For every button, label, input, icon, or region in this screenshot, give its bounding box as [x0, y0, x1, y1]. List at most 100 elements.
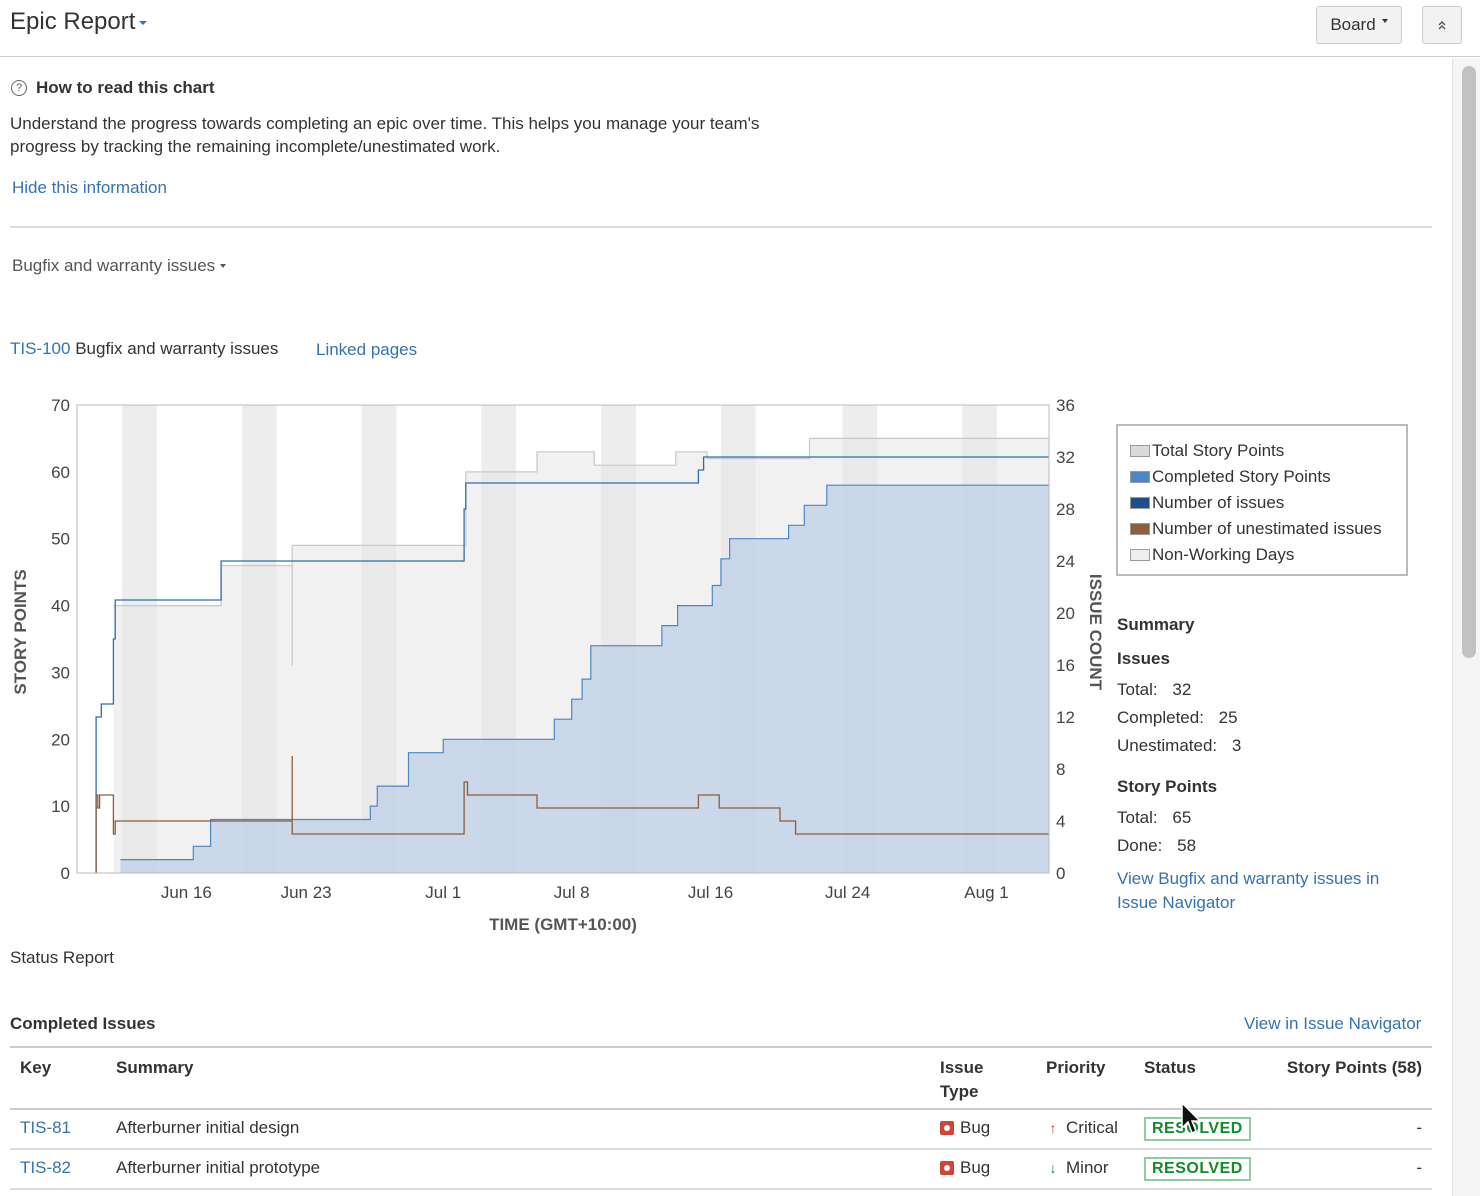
legend-label: Completed Story Points	[1152, 467, 1331, 486]
column-header-summary[interactable]: Summary	[116, 1058, 194, 1077]
points-total-label: Total:	[1117, 808, 1158, 827]
collapse-header-button[interactable]	[1422, 6, 1462, 44]
epic-heading: TIS-100 Bugfix and warranty issues	[10, 339, 278, 359]
completed-story-points-line	[120, 484, 1049, 861]
column-header-story-points[interactable]: Story Points (58)	[1286, 1058, 1422, 1077]
epic-key-link[interactable]: TIS-100	[10, 339, 71, 358]
legend-item[interactable]: Completed Story Points	[1130, 464, 1406, 490]
x-tick-label: Jul 24	[825, 883, 870, 902]
lines-layer	[95, 437, 1049, 873]
points-total-row: Total: 65	[1117, 808, 1191, 828]
issues-total-label: Total:	[1117, 680, 1158, 699]
issue-summary: Afterburner initial prototype	[116, 1158, 321, 1177]
x-tick-label: Aug 1	[964, 883, 1008, 902]
y2-tick-label: 32	[1056, 448, 1075, 467]
legend-label: Number of issues	[1152, 493, 1285, 512]
help-description: Understand the progress towards completi…	[10, 114, 760, 156]
y2-tick-label: 36	[1056, 396, 1075, 415]
y-tick-label: 60	[51, 463, 70, 482]
y2-tick-label: 16	[1056, 656, 1075, 675]
chevron-down-icon	[1381, 19, 1388, 23]
status-report-heading: Status Report	[10, 948, 114, 967]
bug-icon	[940, 1161, 954, 1175]
vertical-scrollbar[interactable]	[1452, 58, 1480, 1196]
y2-tick-label: 20	[1056, 604, 1075, 623]
y-tick-label: 30	[51, 663, 70, 682]
legend-item[interactable]: Number of issues	[1130, 490, 1406, 516]
issue-status: RESOLVED	[1144, 1157, 1251, 1181]
issue-summary: Afterburner initial design	[116, 1118, 300, 1137]
table-row: TIS-81 Afterburner initial design Bug ↑ Crit…	[10, 1110, 1432, 1150]
y2-tick-label: 0	[1056, 864, 1065, 883]
legend-item[interactable]: Number of unestimated issues	[1130, 516, 1406, 542]
column-header-priority[interactable]: Priority	[1046, 1058, 1106, 1077]
table-row: TIS-82 Afterburner initial prototype Bug ↓ M…	[10, 1150, 1432, 1190]
y2-axis-title: ISSUE COUNT	[1086, 574, 1105, 691]
scrollbar-thumb[interactable]	[1462, 66, 1476, 658]
chart-legend: Total Story Points Completed Story Points…	[1116, 424, 1408, 576]
linked-pages-link[interactable]: Linked pages	[316, 340, 418, 359]
issues-total-value: 32	[1172, 680, 1192, 699]
y-tick-label: 20	[51, 730, 70, 749]
number-of-unestimated-issues-line	[95, 756, 1049, 873]
legend-swatch	[1130, 497, 1150, 509]
story-points-heading: Story Points	[1117, 777, 1218, 796]
y2-tick-label: 24	[1056, 552, 1075, 571]
points-done-row: Done: 58	[1117, 836, 1196, 856]
priority-label: Critical	[1066, 1118, 1118, 1137]
hide-information-link[interactable]: Hide this information	[12, 178, 167, 197]
view-completed-in-navigator-link[interactable]: View in Issue Navigator	[1244, 1014, 1422, 1033]
page-title-text: Epic Report	[10, 8, 136, 35]
column-header-status[interactable]: Status	[1144, 1058, 1196, 1077]
legend-swatch	[1130, 549, 1150, 561]
legend-swatch	[1130, 445, 1150, 457]
board-dropdown-button[interactable]: Board	[1316, 6, 1402, 44]
double-chevron-up-icon	[1438, 21, 1446, 30]
y-tick-label: 50	[51, 530, 70, 549]
issue-type-label: Bug	[960, 1158, 991, 1177]
y2-tick-label: 12	[1056, 708, 1075, 727]
issue-story-points: -	[1416, 1158, 1422, 1177]
epic-report-chart: 0 10 20 30 40 50 60 70 0 4 8 12 16 20 24 28 32 36 Jun 16…	[11, 396, 1105, 934]
epic-select-dropdown[interactable]: Bugfix and warranty issues	[12, 256, 226, 276]
legend-item[interactable]: Non-Working Days	[1130, 542, 1406, 568]
y-tick-label: 70	[51, 396, 70, 415]
issues-completed-row: Completed: 25	[1117, 708, 1238, 728]
x-tick-label: Jul 8	[554, 883, 590, 902]
issue-type: Bug	[940, 1118, 990, 1138]
right-axis-ticks: 0 4 8 12 16 20 24 28 32 36	[1056, 396, 1075, 883]
column-header-issue-type[interactable]: Issue Type	[940, 1058, 984, 1101]
column-header-key[interactable]: Key	[20, 1058, 52, 1077]
epic-name: Bugfix and warranty issues	[75, 339, 279, 358]
view-in-issue-navigator-link[interactable]: View Bugfix and warranty issues in Issue…	[1117, 869, 1380, 912]
summary-title: Summary	[1117, 615, 1195, 634]
points-done-value: 58	[1177, 836, 1197, 855]
issue-priority: ↑ Critical	[1046, 1118, 1118, 1138]
bug-icon	[940, 1121, 954, 1135]
page-title[interactable]: Epic Report	[10, 8, 148, 36]
issue-priority: ↓ Minor	[1046, 1158, 1109, 1178]
left-axis-ticks: 0 10 20 30 40 50 60 70	[51, 396, 70, 883]
x-tick-label: Jul 16	[688, 883, 733, 902]
legend-swatch	[1130, 471, 1150, 483]
x-axis-ticks: Jun 16 Jun 23 Jul 1 Jul 8 Jul 16 Jul 24 Aug 1	[161, 883, 1009, 902]
legend-swatch	[1130, 523, 1150, 535]
arrow-up-icon: ↑	[1049, 1120, 1057, 1136]
issue-type-label: Bug	[960, 1118, 991, 1137]
y2-tick-label: 4	[1056, 812, 1065, 831]
issues-unestimated-label: Unestimated:	[1117, 736, 1218, 755]
y2-tick-label: 8	[1056, 760, 1065, 779]
y-tick-label: 0	[61, 864, 70, 883]
issue-key-link[interactable]: TIS-81	[20, 1118, 72, 1137]
issue-story-points: -	[1416, 1118, 1422, 1137]
legend-item[interactable]: Total Story Points	[1130, 438, 1406, 464]
x-tick-label: Jun 23	[281, 883, 332, 902]
epic-select-label: Bugfix and warranty issues	[12, 256, 216, 275]
legend-label: Total Story Points	[1152, 441, 1285, 460]
priority-label: Minor	[1066, 1158, 1109, 1177]
x-axis-title: TIME (GMT+10:00)	[489, 915, 637, 934]
issue-key-link[interactable]: TIS-82	[20, 1158, 72, 1177]
issues-total-row: Total: 32	[1117, 680, 1191, 700]
status-lozenge: RESOLVED	[1144, 1157, 1251, 1181]
points-total-value: 65	[1172, 808, 1192, 827]
